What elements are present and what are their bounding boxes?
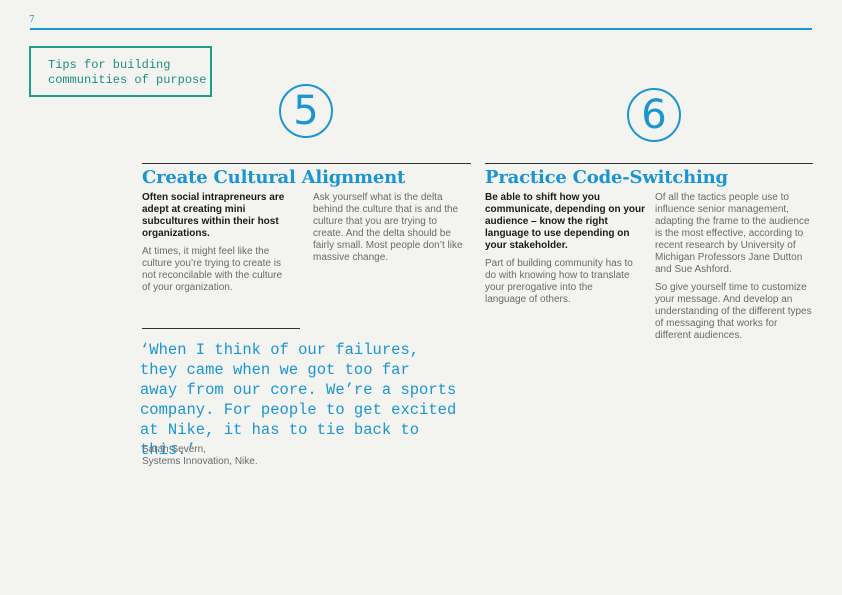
page-number: 7	[29, 15, 35, 25]
pull-quote: ‘When I think of our failures, they came…	[140, 341, 457, 459]
quote-attribution: Sarah Severn, Systems Innovation, Nike.	[142, 444, 258, 467]
tip-number-6: 6	[627, 88, 681, 142]
section-6-body-1: Part of building community has to do wit…	[485, 258, 633, 305]
section-tag-text: Tips for building communities of purpose	[48, 58, 207, 87]
section-5-body-2: Ask yourself what is the delta behind th…	[313, 192, 463, 263]
section-5-lead: Often social intrapreneurs are adept at …	[142, 192, 285, 239]
tip-number-5: 5	[279, 84, 333, 138]
section-5-rule	[142, 163, 471, 164]
section-tag: Tips for building communities of purpose	[29, 46, 212, 97]
section-6-title: Practice Code-Switching	[485, 167, 728, 188]
section-5-title: Create Cultural Alignment	[142, 167, 406, 188]
section-6-lead: Be able to shift how you communicate, de…	[485, 192, 646, 251]
section-6-rule	[485, 163, 813, 164]
section-6-body-3: So give yourself time to customize your …	[655, 282, 812, 341]
top-rule	[30, 28, 812, 30]
quote-rule	[142, 328, 300, 329]
section-6-body-2: Of all the tactics people use to influen…	[655, 192, 810, 275]
section-5-body-1: At times, it might feel like the culture…	[142, 246, 283, 293]
